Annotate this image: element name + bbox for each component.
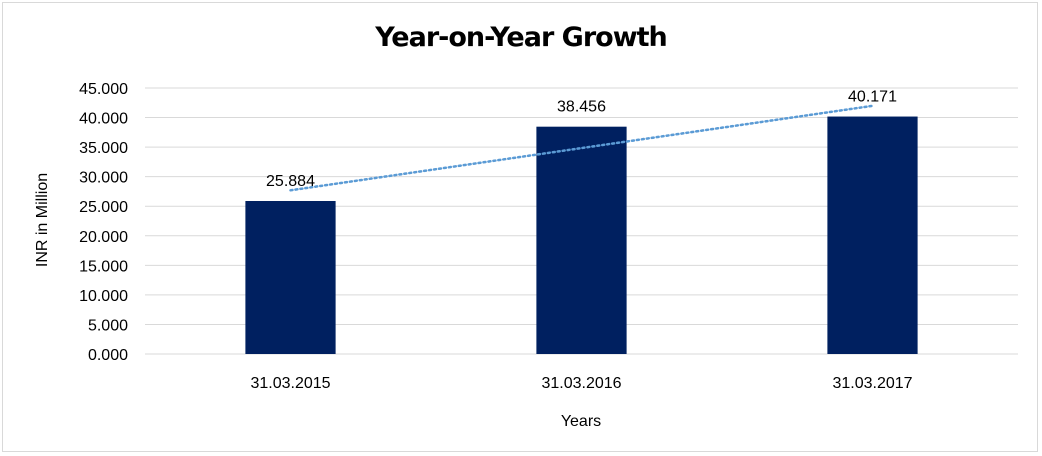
y-tick-label: 40.000 bbox=[79, 111, 128, 128]
bars bbox=[245, 116, 918, 354]
bar bbox=[536, 126, 627, 354]
x-tick-label: 31.03.2015 bbox=[250, 375, 330, 392]
bar bbox=[827, 116, 918, 354]
y-tick-label: 10.000 bbox=[79, 288, 128, 305]
y-tick-label: 20.000 bbox=[79, 229, 128, 246]
data-label: 25.884 bbox=[266, 173, 315, 190]
y-tick-label: 35.000 bbox=[79, 140, 128, 157]
data-label: 38.456 bbox=[557, 99, 606, 116]
data-label: 40.171 bbox=[848, 89, 897, 106]
y-tick-label: 0.000 bbox=[88, 347, 128, 364]
y-tick-label: 5.000 bbox=[88, 317, 128, 334]
y-tick-label: 30.000 bbox=[79, 170, 128, 187]
x-tick-label: 31.03.2017 bbox=[832, 375, 912, 392]
x-axis-title: Years bbox=[561, 413, 601, 430]
trendline bbox=[289, 104, 874, 192]
y-tick-label: 45.000 bbox=[79, 81, 128, 98]
y-axis-ticks: 0.000 5.000 10.000 15.000 20.000 25.000 30.000… bbox=[79, 81, 128, 364]
y-axis-title: INR in Million bbox=[34, 173, 51, 267]
chart-title: Year-on-Year Growth bbox=[375, 22, 668, 53]
bar bbox=[245, 200, 336, 354]
y-tick-label: 25.000 bbox=[79, 199, 128, 216]
x-tick-label: 31.03.2016 bbox=[541, 375, 621, 392]
trendline-group bbox=[289, 104, 874, 192]
x-axis-ticks: 31.03.2015 31.03.2016 31.03.2017 bbox=[250, 375, 912, 392]
y-tick-label: 15.000 bbox=[79, 258, 128, 275]
data-labels: 25.884 38.456 40.171 bbox=[266, 89, 897, 190]
